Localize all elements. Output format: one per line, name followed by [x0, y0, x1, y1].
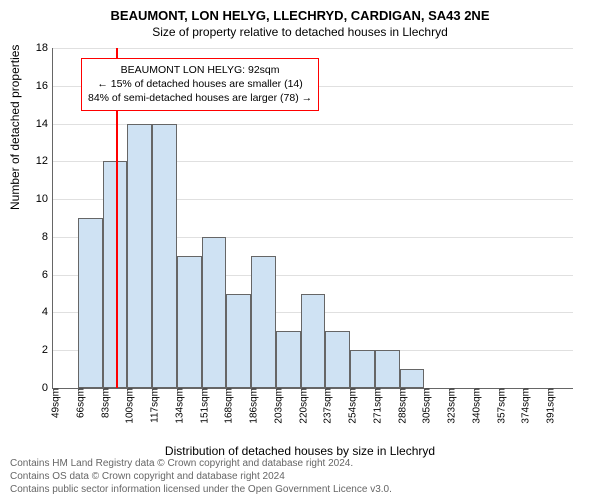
- x-tick-label: 288sqm: [395, 388, 408, 424]
- chart-title: BEAUMONT, LON HELYG, LLECHRYD, CARDIGAN,…: [0, 0, 600, 23]
- histogram-bar: [375, 350, 400, 388]
- y-tick-label: 18: [36, 42, 53, 54]
- x-tick-label: 66sqm: [73, 388, 86, 418]
- annotation-line: 84% of semi-detached houses are larger (…: [88, 91, 312, 105]
- footer-line: Contains HM Land Registry data © Crown c…: [10, 457, 392, 470]
- y-tick-label: 14: [36, 118, 53, 130]
- y-axis-label: Number of detached properties: [8, 45, 22, 210]
- x-tick-label: 323sqm: [445, 388, 458, 424]
- histogram-bar: [400, 369, 425, 388]
- histogram-bar: [202, 237, 227, 388]
- x-tick-label: 305sqm: [420, 388, 433, 424]
- histogram-bar: [350, 350, 375, 388]
- x-tick-label: 340sqm: [469, 388, 482, 424]
- x-tick-label: 271sqm: [370, 388, 383, 424]
- x-tick-label: 168sqm: [222, 388, 235, 424]
- histogram-bar: [226, 294, 251, 388]
- histogram-bar: [127, 124, 152, 388]
- x-tick-label: 220sqm: [296, 388, 309, 424]
- x-tick-label: 254sqm: [346, 388, 359, 424]
- chart-subtitle: Size of property relative to detached ho…: [0, 23, 600, 39]
- histogram-bar: [78, 218, 103, 388]
- annotation-line: BEAUMONT LON HELYG: 92sqm: [88, 63, 312, 77]
- histogram-bar: [276, 331, 301, 388]
- x-tick-label: 237sqm: [321, 388, 334, 424]
- annotation-box: BEAUMONT LON HELYG: 92sqm← 15% of detach…: [81, 58, 319, 111]
- histogram-bar: [325, 331, 350, 388]
- y-tick-label: 12: [36, 155, 53, 167]
- footer-line: Contains OS data © Crown copyright and d…: [10, 470, 392, 483]
- histogram-bar: [301, 294, 326, 388]
- x-tick-label: 374sqm: [519, 388, 532, 424]
- x-tick-label: 186sqm: [247, 388, 260, 424]
- x-tick-label: 100sqm: [123, 388, 136, 424]
- footer-line: Contains public sector information licen…: [10, 483, 392, 496]
- histogram-bar: [177, 256, 202, 388]
- y-tick-label: 16: [36, 80, 53, 92]
- x-tick-label: 357sqm: [494, 388, 507, 424]
- y-tick-label: 6: [42, 269, 53, 281]
- footer-attribution: Contains HM Land Registry data © Crown c…: [10, 457, 392, 496]
- y-tick-label: 10: [36, 193, 53, 205]
- x-tick-label: 83sqm: [98, 388, 111, 418]
- x-tick-label: 117sqm: [148, 388, 161, 423]
- x-tick-label: 151sqm: [197, 388, 210, 424]
- y-tick-label: 2: [42, 344, 53, 356]
- x-tick-label: 203sqm: [271, 388, 284, 424]
- y-tick-label: 4: [42, 306, 53, 318]
- chart-plot-area: 02468101214161849sqm66sqm83sqm100sqm117s…: [52, 48, 573, 389]
- histogram-bar: [251, 256, 276, 388]
- x-tick-label: 49sqm: [49, 388, 62, 418]
- x-tick-label: 134sqm: [172, 388, 185, 424]
- annotation-line: ← 15% of detached houses are smaller (14…: [88, 77, 312, 91]
- y-tick-label: 8: [42, 231, 53, 243]
- x-tick-label: 391sqm: [544, 388, 557, 424]
- histogram-bar: [152, 124, 177, 388]
- x-axis-label: Distribution of detached houses by size …: [0, 444, 600, 458]
- gridline: [53, 48, 573, 49]
